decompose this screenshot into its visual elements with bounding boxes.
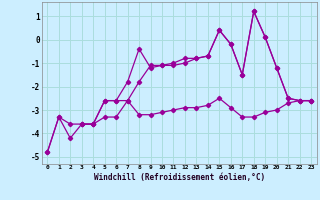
X-axis label: Windchill (Refroidissement éolien,°C): Windchill (Refroidissement éolien,°C) <box>94 173 265 182</box>
